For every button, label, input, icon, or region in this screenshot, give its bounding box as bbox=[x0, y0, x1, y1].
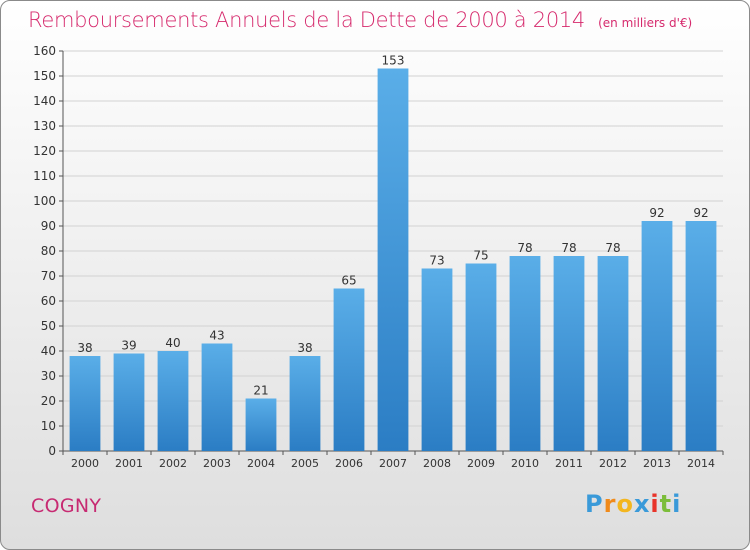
logo-letter: o bbox=[616, 490, 634, 518]
logo-letter: t bbox=[659, 490, 673, 518]
bar-2011 bbox=[553, 256, 585, 451]
y-tick-label: 10 bbox=[41, 419, 56, 433]
x-tick-label-2003: 2003 bbox=[203, 457, 231, 470]
y-tick-label: 100 bbox=[33, 194, 56, 208]
chart-title-unit: (en milliers d'€) bbox=[598, 16, 693, 30]
bar-2008 bbox=[421, 268, 453, 451]
logo-letter: r bbox=[603, 490, 617, 518]
y-tick-label: 70 bbox=[41, 269, 56, 283]
value-label-2012: 78 bbox=[605, 241, 620, 255]
value-label-2000: 38 bbox=[77, 341, 92, 355]
x-tick-label-2001: 2001 bbox=[115, 457, 143, 470]
bar-2012 bbox=[597, 256, 629, 451]
value-label-2009: 75 bbox=[473, 249, 488, 263]
y-tick-label: 30 bbox=[41, 369, 56, 383]
x-tick-label-2007: 2007 bbox=[379, 457, 407, 470]
value-label-2014: 92 bbox=[693, 206, 708, 220]
x-tick-label-2012: 2012 bbox=[599, 457, 627, 470]
y-tick-label: 110 bbox=[33, 169, 56, 183]
chart-title: Remboursements Annuels de la Dette de 20… bbox=[28, 8, 692, 32]
proxiti-logo: Proxiti bbox=[585, 490, 681, 518]
bar-2014 bbox=[685, 221, 717, 451]
y-tick-label: 80 bbox=[41, 244, 56, 258]
bar-2005 bbox=[289, 356, 321, 451]
value-label-2005: 38 bbox=[297, 341, 312, 355]
x-tick-label-2011: 2011 bbox=[555, 457, 583, 470]
bar-2013 bbox=[641, 221, 673, 451]
x-tick-label-2000: 2000 bbox=[71, 457, 99, 470]
bar-2004 bbox=[245, 398, 277, 451]
value-label-2007: 153 bbox=[382, 54, 405, 68]
value-label-2003: 43 bbox=[209, 329, 224, 343]
y-tick-label: 120 bbox=[33, 144, 56, 158]
y-tick-label: 50 bbox=[41, 319, 56, 333]
x-tick-label-2014: 2014 bbox=[687, 457, 715, 470]
x-tick-label-2002: 2002 bbox=[159, 457, 187, 470]
x-tick-label-2005: 2005 bbox=[291, 457, 319, 470]
y-tick-label: 150 bbox=[33, 69, 56, 83]
value-label-2002: 40 bbox=[165, 336, 180, 350]
logo-letter: x bbox=[633, 490, 651, 518]
bar-2003 bbox=[201, 343, 233, 451]
axes: 0 10 20 30 40 50 60 70 80 90 100 110 120 130 140 150 160… bbox=[33, 44, 724, 470]
y-tick-label: 20 bbox=[41, 394, 56, 408]
logo-letter: i bbox=[650, 490, 660, 518]
y-tick-label: 160 bbox=[33, 44, 56, 58]
bar-2010 bbox=[509, 256, 541, 451]
y-tick-label: 60 bbox=[41, 294, 56, 308]
chart-title-main: Remboursements Annuels de la Dette de 20… bbox=[28, 8, 585, 32]
bar-2009 bbox=[465, 263, 497, 451]
x-tick-label-2010: 2010 bbox=[511, 457, 539, 470]
logo-letter: i bbox=[672, 490, 682, 518]
bar-2007 bbox=[377, 68, 409, 451]
logo-letter: P bbox=[585, 490, 604, 518]
bar-2000 bbox=[69, 356, 101, 451]
x-tick-label-2008: 2008 bbox=[423, 457, 451, 470]
value-label-2013: 92 bbox=[649, 206, 664, 220]
value-label-2001: 39 bbox=[121, 339, 136, 353]
bars: 38 39 40 43 21 38 65 153 73 75 78 78 78 92 92 bbox=[69, 54, 717, 451]
y-tick-label: 90 bbox=[41, 219, 56, 233]
bar-2001 bbox=[113, 353, 145, 451]
y-tick-label: 140 bbox=[33, 94, 56, 108]
value-label-2010: 78 bbox=[517, 241, 532, 255]
x-tick-label-2013: 2013 bbox=[643, 457, 671, 470]
y-tick-label: 40 bbox=[41, 344, 56, 358]
value-label-2006: 65 bbox=[341, 274, 356, 288]
value-label-2004: 21 bbox=[253, 384, 268, 398]
x-tick-label-2006: 2006 bbox=[335, 457, 363, 470]
y-tick-label: 130 bbox=[33, 119, 56, 133]
bar-2006 bbox=[333, 288, 365, 451]
bar-2002 bbox=[157, 351, 189, 451]
x-tick-label-2009: 2009 bbox=[467, 457, 495, 470]
y-tick-label: 0 bbox=[48, 444, 56, 458]
x-tick-label-2004: 2004 bbox=[247, 457, 275, 470]
value-label-2008: 73 bbox=[429, 254, 444, 268]
value-label-2011: 78 bbox=[561, 241, 576, 255]
commune-name: COGNY bbox=[31, 495, 102, 517]
